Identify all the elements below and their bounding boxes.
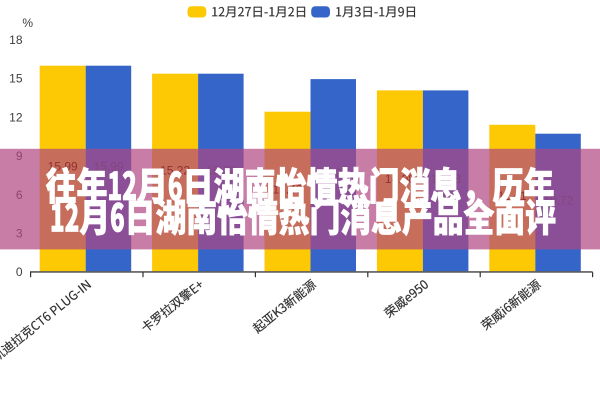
svg-text:15: 15: [9, 72, 23, 86]
svg-text:18: 18: [9, 33, 23, 47]
svg-text:15.22: 15.22: [160, 163, 190, 177]
svg-text:0: 0: [16, 265, 23, 279]
svg-text:15.99: 15.99: [94, 160, 124, 174]
svg-text:%: %: [22, 16, 33, 30]
svg-text:12: 12: [9, 110, 23, 124]
